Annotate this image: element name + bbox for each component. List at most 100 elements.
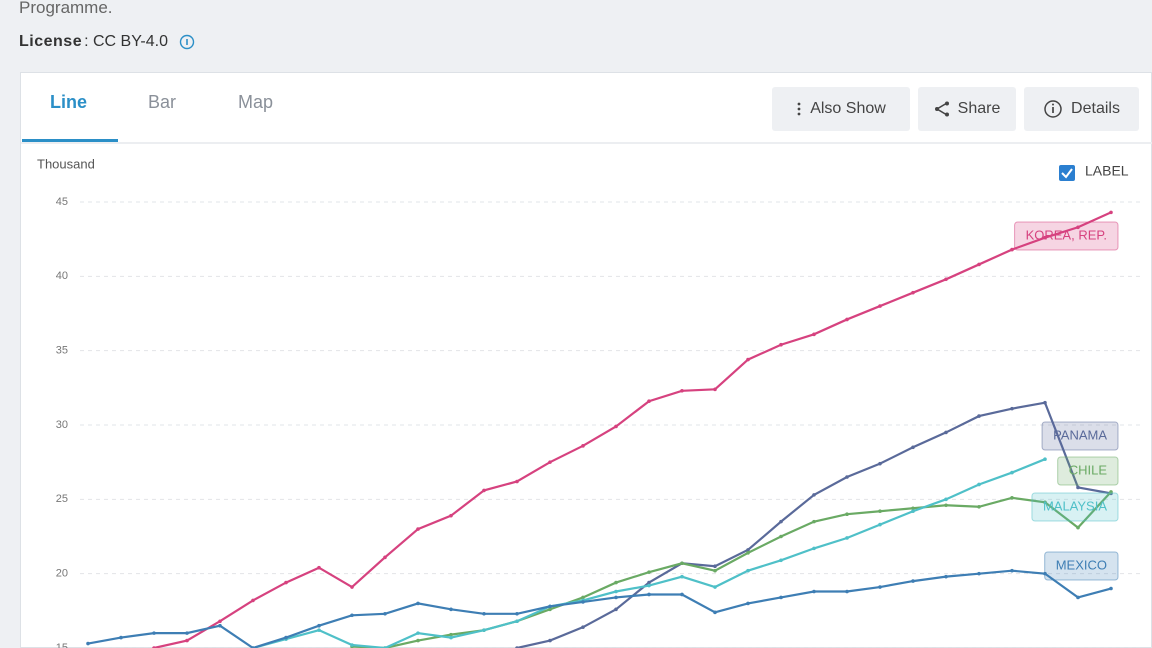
data-point — [581, 600, 585, 604]
data-point — [449, 632, 453, 637]
data-point — [977, 504, 981, 509]
license: License : CC BY-4.0 — [19, 33, 196, 51]
label-box — [1057, 456, 1119, 486]
series-line — [516, 401, 1112, 648]
data-point — [680, 574, 684, 579]
data-point — [152, 631, 156, 635]
data-point — [647, 399, 651, 404]
also-show-button[interactable]: Also Show — [772, 87, 910, 131]
data-point — [317, 628, 321, 632]
data-point — [713, 585, 717, 589]
data-point — [779, 534, 783, 539]
checkmark — [1061, 168, 1073, 179]
button-label: Details — [1071, 100, 1120, 117]
data-point — [680, 389, 684, 393]
data-point — [284, 580, 288, 585]
data-point — [317, 565, 321, 570]
label-box — [1044, 551, 1119, 581]
data-point — [944, 430, 948, 435]
intro-text: Programme. — [19, 0, 113, 17]
tab-map[interactable]: Map — [238, 92, 274, 112]
data-point — [911, 445, 915, 450]
data-point — [317, 623, 321, 628]
tab-bar[interactable]: Bar — [148, 92, 177, 112]
data-point — [581, 444, 585, 448]
data-point — [713, 568, 717, 573]
data-point — [680, 561, 684, 566]
data-point — [812, 546, 816, 551]
data-point — [1043, 500, 1047, 505]
data-point — [977, 262, 981, 267]
series-label: KOREA, REP. — [1014, 221, 1119, 251]
data-point — [614, 589, 618, 594]
license-value: : CC BY-4.0 — [84, 33, 168, 50]
data-point — [944, 277, 948, 282]
data-point — [944, 574, 948, 579]
data-point — [878, 585, 882, 589]
data-point — [746, 548, 750, 552]
data-point — [1076, 225, 1080, 230]
data-point — [614, 595, 618, 600]
data-point — [1010, 470, 1014, 475]
data-point — [779, 342, 783, 347]
data-point — [482, 612, 486, 616]
data-point — [845, 512, 849, 516]
data-point — [284, 635, 288, 640]
data-point — [911, 509, 915, 514]
data-point — [647, 580, 651, 585]
data-point — [647, 570, 651, 574]
label-box — [1041, 421, 1119, 451]
data-point — [746, 357, 750, 362]
data-point — [548, 638, 552, 643]
button-label: Share — [957, 100, 1001, 117]
info-icon[interactable] — [178, 33, 196, 51]
data-point — [1010, 568, 1014, 573]
data-point — [218, 619, 222, 624]
data-point — [416, 631, 420, 635]
data-point — [350, 613, 354, 618]
data-point — [482, 628, 486, 632]
button-label: Also Show — [810, 100, 886, 117]
data-point — [746, 601, 750, 606]
data-point — [614, 580, 618, 585]
y-tick-label: 25 — [56, 493, 68, 505]
data-point — [581, 625, 585, 629]
legend-label: KOREA, REP. — [1026, 227, 1107, 242]
tab-underline — [22, 139, 118, 142]
data-point — [218, 623, 222, 628]
data-point — [416, 601, 420, 606]
data-point — [1109, 210, 1113, 215]
data-point — [383, 555, 387, 560]
tab-line[interactable]: Line — [50, 92, 88, 112]
details-button[interactable]: Details — [1024, 87, 1139, 131]
data-point — [1010, 247, 1014, 252]
data-point — [812, 493, 816, 497]
data-point — [911, 579, 915, 583]
data-point — [713, 387, 717, 392]
data-point — [713, 610, 717, 615]
data-point — [878, 304, 882, 308]
data-point — [350, 585, 354, 589]
data-point — [977, 414, 981, 418]
series-label: MALAYSIA — [1031, 492, 1119, 522]
data-point — [515, 612, 519, 616]
data-point — [812, 332, 816, 337]
data-point — [416, 638, 420, 643]
label-toggle-text[interactable]: LABEL — [1085, 163, 1129, 179]
data-point — [1076, 595, 1080, 600]
series-line — [87, 569, 1112, 648]
data-point — [1076, 485, 1080, 490]
data-point — [779, 558, 783, 563]
info-icon — [1044, 100, 1062, 118]
share-button[interactable]: Share — [918, 87, 1016, 131]
data-point — [581, 595, 585, 600]
data-point — [482, 488, 486, 493]
data-point — [416, 527, 420, 531]
data-point — [185, 631, 189, 635]
data-point — [746, 568, 750, 573]
label-checkbox[interactable] — [1059, 165, 1075, 181]
y-tick-label: 20 — [56, 568, 68, 580]
y-tick-label: 15 — [56, 642, 68, 648]
